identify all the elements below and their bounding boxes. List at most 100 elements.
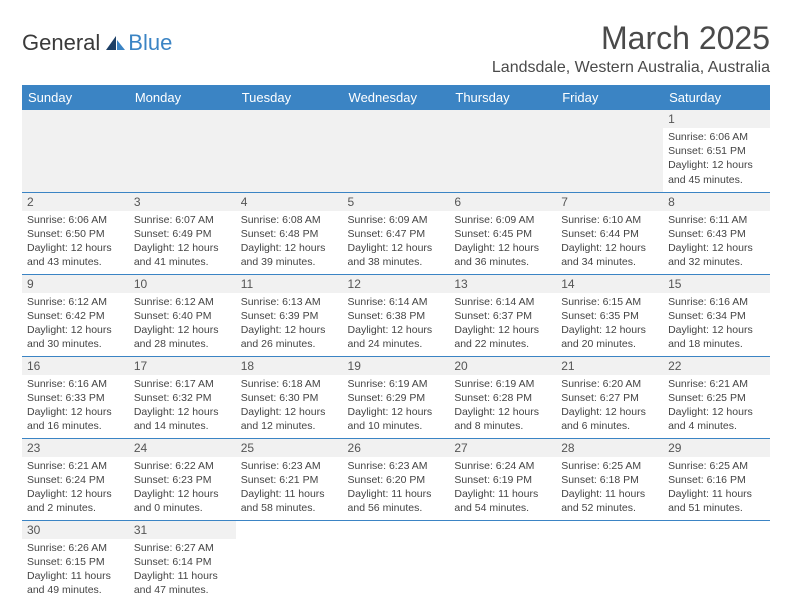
sunrise-line: Sunrise: 6:17 AM (134, 377, 231, 391)
sunset-line: Sunset: 6:15 PM (27, 555, 124, 569)
calendar-week-row: 23Sunrise: 6:21 AMSunset: 6:24 PMDayligh… (22, 438, 770, 520)
calendar-empty-cell (556, 110, 663, 192)
calendar-day-cell: 29Sunrise: 6:25 AMSunset: 6:16 PMDayligh… (663, 438, 770, 520)
day-number: 27 (449, 439, 556, 457)
day-content: Sunrise: 6:24 AMSunset: 6:19 PMDaylight:… (449, 457, 556, 520)
sunrise-line: Sunrise: 6:11 AM (668, 213, 765, 227)
sunrise-line: Sunrise: 6:16 AM (27, 377, 124, 391)
daylight-line: Daylight: 12 hours and 4 minutes. (668, 405, 765, 433)
day-number: 19 (343, 357, 450, 375)
calendar-empty-cell (556, 520, 663, 602)
sunset-line: Sunset: 6:43 PM (668, 227, 765, 241)
calendar-day-cell: 9Sunrise: 6:12 AMSunset: 6:42 PMDaylight… (22, 274, 129, 356)
sunset-line: Sunset: 6:51 PM (668, 144, 765, 158)
sunset-line: Sunset: 6:16 PM (668, 473, 765, 487)
sunrise-line: Sunrise: 6:16 AM (668, 295, 765, 309)
sunrise-line: Sunrise: 6:21 AM (668, 377, 765, 391)
sunset-line: Sunset: 6:25 PM (668, 391, 765, 405)
day-content: Sunrise: 6:19 AMSunset: 6:28 PMDaylight:… (449, 375, 556, 438)
calendar-day-cell: 27Sunrise: 6:24 AMSunset: 6:19 PMDayligh… (449, 438, 556, 520)
calendar-day-cell: 16Sunrise: 6:16 AMSunset: 6:33 PMDayligh… (22, 356, 129, 438)
day-header: Sunday (22, 85, 129, 110)
logo-sail-icon (104, 34, 126, 52)
day-number: 11 (236, 275, 343, 293)
sunrise-line: Sunrise: 6:14 AM (348, 295, 445, 309)
calendar-empty-cell (343, 110, 450, 192)
daylight-line: Daylight: 12 hours and 10 minutes. (348, 405, 445, 433)
sunset-line: Sunset: 6:21 PM (241, 473, 338, 487)
day-content: Sunrise: 6:22 AMSunset: 6:23 PMDaylight:… (129, 457, 236, 520)
daylight-line: Daylight: 12 hours and 6 minutes. (561, 405, 658, 433)
calendar-empty-cell (663, 520, 770, 602)
sunset-line: Sunset: 6:38 PM (348, 309, 445, 323)
day-number: 4 (236, 193, 343, 211)
sunset-line: Sunset: 6:23 PM (134, 473, 231, 487)
day-content: Sunrise: 6:12 AMSunset: 6:42 PMDaylight:… (22, 293, 129, 356)
day-content: Sunrise: 6:26 AMSunset: 6:15 PMDaylight:… (22, 539, 129, 602)
sunset-line: Sunset: 6:27 PM (561, 391, 658, 405)
sunrise-line: Sunrise: 6:09 AM (454, 213, 551, 227)
daylight-line: Daylight: 12 hours and 45 minutes. (668, 158, 765, 186)
calendar-empty-cell (236, 520, 343, 602)
sunrise-line: Sunrise: 6:25 AM (668, 459, 765, 473)
calendar-empty-cell (129, 110, 236, 192)
day-header: Monday (129, 85, 236, 110)
sunrise-line: Sunrise: 6:10 AM (561, 213, 658, 227)
day-number: 20 (449, 357, 556, 375)
daylight-line: Daylight: 11 hours and 47 minutes. (134, 569, 231, 597)
calendar-day-cell: 2Sunrise: 6:06 AMSunset: 6:50 PMDaylight… (22, 192, 129, 274)
calendar-day-cell: 26Sunrise: 6:23 AMSunset: 6:20 PMDayligh… (343, 438, 450, 520)
day-content: Sunrise: 6:12 AMSunset: 6:40 PMDaylight:… (129, 293, 236, 356)
sunrise-line: Sunrise: 6:19 AM (454, 377, 551, 391)
sunset-line: Sunset: 6:45 PM (454, 227, 551, 241)
sunrise-line: Sunrise: 6:25 AM (561, 459, 658, 473)
location: Landsdale, Western Australia, Australia (492, 59, 770, 77)
sunset-line: Sunset: 6:18 PM (561, 473, 658, 487)
calendar-day-cell: 18Sunrise: 6:18 AMSunset: 6:30 PMDayligh… (236, 356, 343, 438)
day-header-row: SundayMondayTuesdayWednesdayThursdayFrid… (22, 85, 770, 110)
day-header: Thursday (449, 85, 556, 110)
calendar-week-row: 16Sunrise: 6:16 AMSunset: 6:33 PMDayligh… (22, 356, 770, 438)
sunset-line: Sunset: 6:48 PM (241, 227, 338, 241)
sunrise-line: Sunrise: 6:19 AM (348, 377, 445, 391)
calendar-day-cell: 23Sunrise: 6:21 AMSunset: 6:24 PMDayligh… (22, 438, 129, 520)
day-number: 3 (129, 193, 236, 211)
day-content: Sunrise: 6:27 AMSunset: 6:14 PMDaylight:… (129, 539, 236, 602)
calendar-day-cell: 17Sunrise: 6:17 AMSunset: 6:32 PMDayligh… (129, 356, 236, 438)
day-number: 7 (556, 193, 663, 211)
daylight-line: Daylight: 12 hours and 30 minutes. (27, 323, 124, 351)
sunrise-line: Sunrise: 6:09 AM (348, 213, 445, 227)
sunrise-line: Sunrise: 6:07 AM (134, 213, 231, 227)
daylight-line: Daylight: 12 hours and 2 minutes. (27, 487, 124, 515)
day-content: Sunrise: 6:16 AMSunset: 6:34 PMDaylight:… (663, 293, 770, 356)
day-content: Sunrise: 6:11 AMSunset: 6:43 PMDaylight:… (663, 211, 770, 274)
calendar-day-cell: 20Sunrise: 6:19 AMSunset: 6:28 PMDayligh… (449, 356, 556, 438)
calendar-day-cell: 28Sunrise: 6:25 AMSunset: 6:18 PMDayligh… (556, 438, 663, 520)
sunset-line: Sunset: 6:20 PM (348, 473, 445, 487)
sunrise-line: Sunrise: 6:23 AM (348, 459, 445, 473)
calendar-day-cell: 8Sunrise: 6:11 AMSunset: 6:43 PMDaylight… (663, 192, 770, 274)
day-content: Sunrise: 6:15 AMSunset: 6:35 PMDaylight:… (556, 293, 663, 356)
sunrise-line: Sunrise: 6:20 AM (561, 377, 658, 391)
sunset-line: Sunset: 6:32 PM (134, 391, 231, 405)
sunrise-line: Sunrise: 6:08 AM (241, 213, 338, 227)
daylight-line: Daylight: 12 hours and 28 minutes. (134, 323, 231, 351)
daylight-line: Daylight: 12 hours and 43 minutes. (27, 241, 124, 269)
calendar-day-cell: 22Sunrise: 6:21 AMSunset: 6:25 PMDayligh… (663, 356, 770, 438)
day-number: 21 (556, 357, 663, 375)
calendar-day-cell: 3Sunrise: 6:07 AMSunset: 6:49 PMDaylight… (129, 192, 236, 274)
day-content: Sunrise: 6:09 AMSunset: 6:45 PMDaylight:… (449, 211, 556, 274)
daylight-line: Daylight: 12 hours and 12 minutes. (241, 405, 338, 433)
daylight-line: Daylight: 12 hours and 39 minutes. (241, 241, 338, 269)
daylight-line: Daylight: 11 hours and 51 minutes. (668, 487, 765, 515)
sunset-line: Sunset: 6:19 PM (454, 473, 551, 487)
daylight-line: Daylight: 12 hours and 16 minutes. (27, 405, 124, 433)
sunrise-line: Sunrise: 6:13 AM (241, 295, 338, 309)
calendar-empty-cell (449, 110, 556, 192)
day-content: Sunrise: 6:25 AMSunset: 6:16 PMDaylight:… (663, 457, 770, 520)
sunrise-line: Sunrise: 6:14 AM (454, 295, 551, 309)
day-number: 12 (343, 275, 450, 293)
sunset-line: Sunset: 6:24 PM (27, 473, 124, 487)
sunset-line: Sunset: 6:30 PM (241, 391, 338, 405)
calendar-table: SundayMondayTuesdayWednesdayThursdayFrid… (22, 85, 770, 602)
